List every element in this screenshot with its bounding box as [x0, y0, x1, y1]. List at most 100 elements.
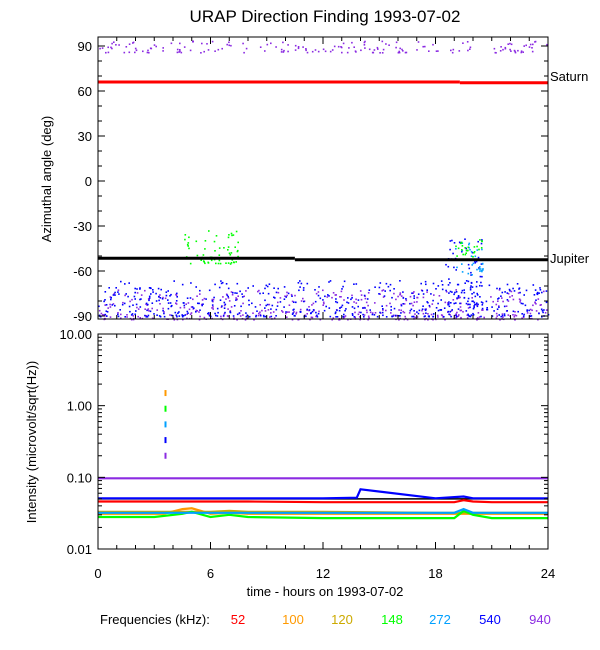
point-940-khz — [343, 316, 346, 318]
point-940-khz — [332, 317, 335, 319]
point-940-khz — [223, 304, 226, 307]
point-272-khz — [474, 255, 477, 258]
point-540-khz — [121, 303, 124, 306]
point-540-khz — [369, 309, 371, 311]
point-940-khz — [529, 312, 532, 315]
point-940-khz — [490, 296, 492, 298]
point-148-khz — [189, 262, 192, 265]
point-148-khz — [228, 234, 230, 236]
point-540-khz — [130, 314, 133, 316]
point-940-khz — [282, 311, 284, 313]
point-940-khz — [367, 292, 370, 294]
point-940-khz — [329, 50, 332, 53]
point-940-khz — [279, 297, 282, 299]
point-540-khz — [174, 311, 177, 314]
point-148-khz — [231, 234, 233, 237]
point-940-khz — [147, 298, 150, 300]
point-540-khz — [501, 314, 504, 317]
point-540-khz — [161, 298, 164, 300]
point-940-khz — [310, 316, 313, 319]
point-540-khz — [181, 283, 184, 286]
point-940-khz — [438, 295, 441, 297]
point-540-khz — [453, 302, 455, 305]
point-540-khz — [413, 297, 415, 299]
legend-title: Frequencies (kHz): — [100, 612, 210, 627]
point-148-khz — [481, 240, 483, 243]
point-940-khz — [151, 317, 154, 320]
point-940-khz — [421, 309, 423, 312]
point-148-khz — [476, 245, 478, 248]
point-540-khz — [481, 304, 484, 306]
point-540-khz — [267, 292, 270, 295]
point-940-khz — [405, 51, 408, 54]
point-940-khz — [317, 50, 320, 53]
point-540-khz — [473, 306, 475, 309]
point-540-khz — [475, 260, 478, 263]
point-540-khz — [328, 307, 331, 309]
point-540-khz — [423, 315, 426, 318]
point-940-khz — [460, 309, 463, 312]
point-540-khz — [335, 298, 337, 300]
point-940-khz — [109, 316, 112, 318]
point-940-khz — [427, 313, 429, 315]
point-940-khz — [284, 295, 286, 297]
point-540-khz — [163, 312, 165, 315]
point-540-khz — [173, 280, 175, 282]
point-940-khz — [140, 294, 143, 296]
point-540-khz — [506, 299, 509, 301]
point-940-khz — [314, 49, 317, 51]
point-940-khz — [410, 302, 413, 305]
point-540-khz — [378, 293, 380, 295]
point-540-khz — [207, 312, 209, 315]
point-540-khz — [389, 289, 391, 292]
point-540-khz — [432, 313, 435, 315]
point-940-khz — [507, 292, 510, 295]
point-148-khz — [223, 247, 225, 249]
point-540-khz — [480, 281, 482, 284]
point-540-khz — [373, 314, 376, 316]
point-540-khz — [465, 302, 468, 305]
point-940-khz — [162, 296, 164, 299]
point-940-khz — [124, 294, 126, 297]
point-272-khz — [479, 268, 482, 270]
point-148-khz — [188, 247, 190, 250]
point-272-khz — [481, 248, 483, 251]
point-940-khz — [458, 50, 461, 52]
point-540-khz — [481, 302, 484, 304]
point-940-khz — [402, 310, 404, 313]
point-540-khz — [472, 307, 475, 310]
point-540-khz — [402, 297, 405, 299]
point-540-khz — [480, 315, 482, 318]
point-540-khz — [224, 303, 227, 306]
point-540-khz — [299, 311, 302, 313]
point-148-khz — [202, 260, 205, 262]
point-540-khz — [197, 302, 199, 305]
intensity-spike-mark — [164, 452, 167, 459]
point-940-khz — [471, 297, 473, 299]
point-940-khz — [125, 46, 128, 48]
point-940-khz — [368, 48, 371, 51]
point-940-khz — [258, 312, 260, 315]
point-940-khz — [226, 43, 228, 46]
point-540-khz — [226, 294, 229, 297]
point-540-khz — [165, 294, 168, 297]
point-940-khz — [144, 289, 146, 292]
point-540-khz — [319, 297, 322, 300]
point-940-khz — [203, 50, 205, 53]
point-540-khz — [149, 310, 152, 313]
point-540-khz — [424, 308, 427, 311]
point-540-khz — [400, 304, 403, 307]
point-540-khz — [355, 283, 358, 285]
point-540-khz — [390, 309, 392, 311]
point-540-khz — [327, 294, 329, 296]
point-540-khz — [454, 291, 456, 294]
point-540-khz — [181, 315, 184, 318]
point-540-khz — [238, 312, 241, 314]
point-940-khz — [286, 316, 288, 318]
point-540-khz — [195, 311, 197, 313]
point-940-khz — [414, 316, 417, 319]
point-540-khz — [391, 296, 393, 299]
point-940-khz — [147, 49, 149, 52]
point-540-khz — [114, 294, 116, 296]
point-148-khz — [218, 254, 221, 256]
